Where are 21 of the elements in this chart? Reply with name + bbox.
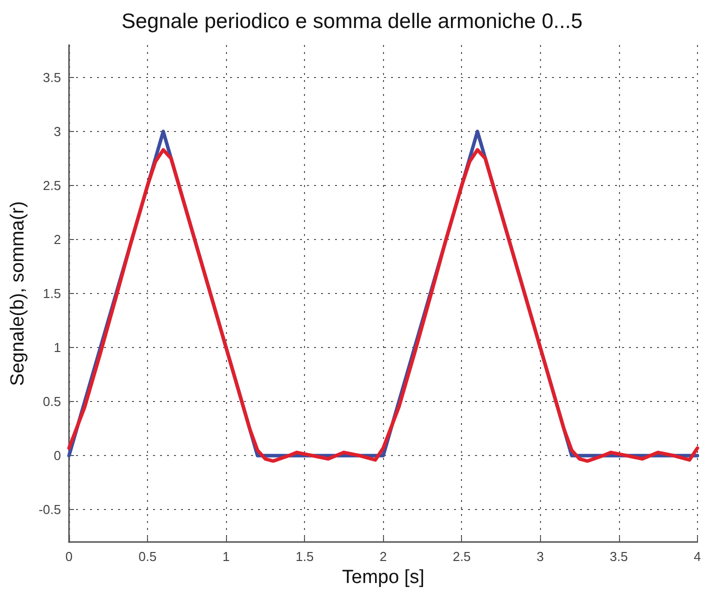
- y-tick-label: 2.5: [42, 178, 61, 193]
- chart-title: Segnale periodico e somma delle armoniche 0...5: [121, 10, 583, 33]
- x-tick-label: 4: [694, 549, 701, 564]
- y-tick-label: 1: [54, 340, 61, 356]
- x-tick-label: 2.5: [452, 549, 471, 564]
- x-tick-label: 3.5: [610, 549, 628, 564]
- x-tick-label: 1.5: [296, 549, 314, 564]
- x-tick-label: 3: [536, 549, 544, 564]
- x-axis-title: Tempo [s]: [342, 567, 424, 588]
- y-tick-label: 1.5: [42, 286, 61, 302]
- x-tick-label: 0.5: [138, 549, 157, 564]
- y-tick-label: -0.5: [38, 502, 61, 518]
- x-tick-label: 1: [222, 549, 230, 564]
- y-tick-label: 0.5: [42, 394, 61, 410]
- y-axis-title: Segnale(b), somma(r): [8, 201, 29, 386]
- y-tick-label: 3.5: [42, 70, 61, 85]
- x-tick-label: 0: [65, 549, 73, 564]
- y-tick-label: 0: [54, 448, 61, 464]
- x-tick-label: 2: [380, 549, 387, 564]
- y-tick-label: 2: [54, 232, 61, 248]
- y-tick-label: 3: [54, 124, 61, 139]
